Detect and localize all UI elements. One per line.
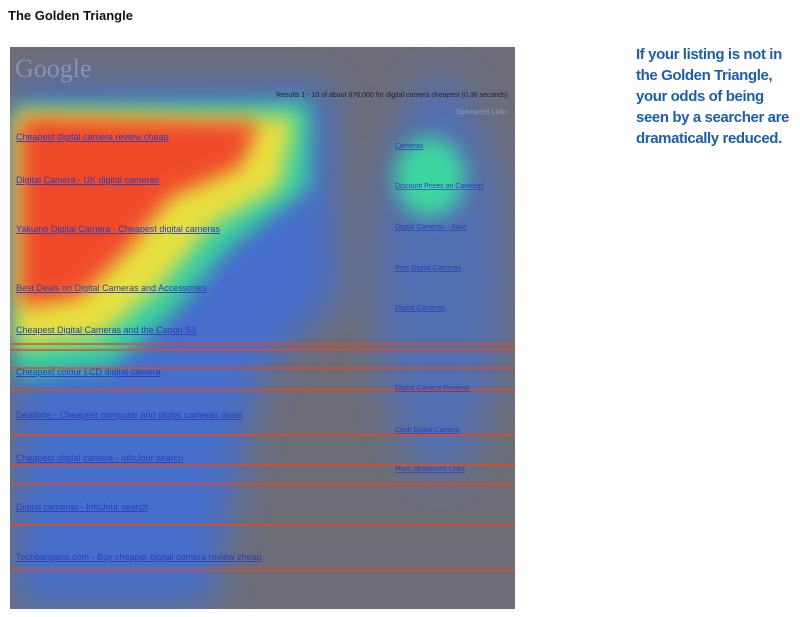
result-title: Yakumo Digital Camera - Cheapest digital…	[16, 224, 220, 234]
result-title: Dealtime - Cheapest computer and digital…	[16, 410, 243, 420]
result-title: Cheapest colour LCD digital camera	[16, 367, 161, 377]
heat-red	[20, 117, 260, 307]
ad-title: Digital Camera Reviews	[395, 385, 470, 392]
results-bar: Results 1 - 10 of about 676,000 for digi…	[276, 92, 508, 99]
result-title: Cheapest Digital Cameras and the Canon S…	[16, 325, 196, 335]
ad-title: Cash Digital Camera	[395, 427, 460, 434]
caption-line: seen by a searcher are	[636, 109, 789, 126]
ad-title: Discount Prices on Cameras	[395, 183, 484, 190]
fold-lines	[10, 343, 515, 571]
caption-line: If your listing is not in	[636, 46, 782, 63]
ad-title: Free Digital Cameras	[395, 265, 462, 272]
result-title: Digital cameras - InfoJour search	[16, 502, 148, 512]
logo: Google	[15, 54, 92, 83]
caption-line: the Golden Triangle,	[636, 67, 773, 84]
result-title: Techbargains.com - Buy cheaper digital c…	[16, 552, 262, 562]
ad-title: More Sponsored Links	[395, 466, 466, 473]
result-title: Digital Camera - UK digital cameras	[16, 175, 160, 185]
caption: If your listing is not in the Golden Tri…	[636, 44, 789, 149]
result-title: Cheapest digital camera - InfoJour searc…	[16, 453, 183, 463]
caption-line: dramatically reduced.	[636, 130, 782, 147]
sponsored-label: Sponsored Links	[456, 109, 509, 116]
ad-title: Digital Cameras - Save	[395, 224, 467, 231]
page-title: The Golden Triangle	[8, 8, 133, 23]
caption-line: your odds of being	[636, 88, 764, 105]
heatmap: Google Results 1 - 10 of about 676,000 f…	[10, 47, 515, 609]
result-title: Cheapest digital camera review cheap	[16, 132, 169, 142]
ad-title: Cameras	[395, 143, 424, 150]
result-title: Best Deals on Digital Cameras and Access…	[16, 283, 207, 293]
ad-title: Digital Cameras	[395, 305, 445, 312]
